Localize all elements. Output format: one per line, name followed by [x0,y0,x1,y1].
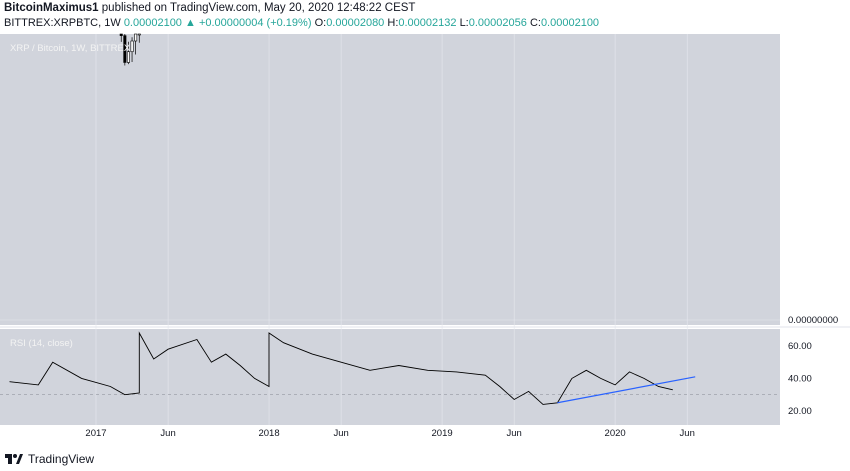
rsi-line [9,331,673,405]
x-tick-label: Jun [680,428,695,439]
x-tick-label: 2017 [85,428,106,439]
rsi-tick-label: 40.00 [788,373,812,384]
change-arrow-icon: ▲ [185,17,196,29]
low-label: L: [459,17,469,29]
rsi-tick-label: 60.00 [788,341,812,352]
candle-body [123,35,127,63]
open-label: O: [314,17,327,29]
open-value: 0.00002080 [326,17,385,29]
symbol-label: BITTREX:XRPBTC, 1W [4,17,121,29]
candle-body [130,40,134,53]
close-value: 0.00002100 [540,17,600,29]
x-tick-label: Jun [333,428,348,439]
x-tick-label: Jun [507,428,522,439]
chart-header: BitcoinMaximus1 published on TradingView… [0,0,850,32]
footer-brand[interactable]: TradingView [28,452,95,466]
publish-line: BitcoinMaximus1 published on TradingView… [4,2,415,14]
high-value: 0.00002132 [398,17,457,29]
close-label: C: [529,17,541,29]
candle-body [119,33,123,36]
price-axis-bg [780,34,850,325]
x-tick-label: Jun [160,428,175,439]
x-tick-label: 2018 [258,428,279,439]
candle-body [137,33,141,36]
rsi-trendline [557,376,696,404]
high-label: H: [387,17,399,29]
low-value: 0.00002056 [468,17,527,29]
x-tick-label: 2020 [605,428,626,439]
chart-title: XRP / Bitcoin, 1W, BITTREX [10,43,131,54]
author-name[interactable]: BitcoinMaximus1 [4,2,99,14]
rsi-title: RSI (14, close) [10,338,73,349]
x-tick-label: 2019 [432,428,453,439]
candle-body [126,51,130,63]
price-tick-label: 0.00000000 [788,315,838,326]
last-price: 0.00002100 [123,17,182,29]
rsi-tick-label: 20.00 [788,406,812,417]
price-change: +0.00000004 (+0.19%) [198,17,312,29]
tradingview-logo-icon [5,454,23,464]
publish-info: published on TradingView.com, May 20, 20… [101,2,416,14]
rsi-pane-bg [0,329,780,425]
footer: TradingView [4,449,94,469]
ohlc-line: BITTREX:XRPBTC, 1W 0.00002100 ▲ +0.00000… [4,17,599,29]
candle-body [134,33,138,42]
price-pane-bg [0,34,780,325]
